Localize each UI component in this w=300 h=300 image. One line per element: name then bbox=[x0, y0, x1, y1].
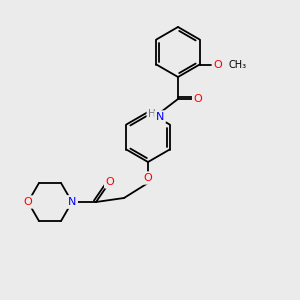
Text: N: N bbox=[68, 197, 76, 207]
Text: O: O bbox=[144, 173, 152, 183]
Text: N: N bbox=[68, 197, 76, 207]
Text: O: O bbox=[106, 177, 114, 187]
Text: O: O bbox=[24, 197, 32, 207]
Text: CH₃: CH₃ bbox=[229, 59, 247, 70]
Text: O: O bbox=[213, 59, 222, 70]
Text: H: H bbox=[148, 109, 156, 119]
Text: O: O bbox=[194, 94, 202, 104]
Text: N: N bbox=[156, 112, 164, 122]
